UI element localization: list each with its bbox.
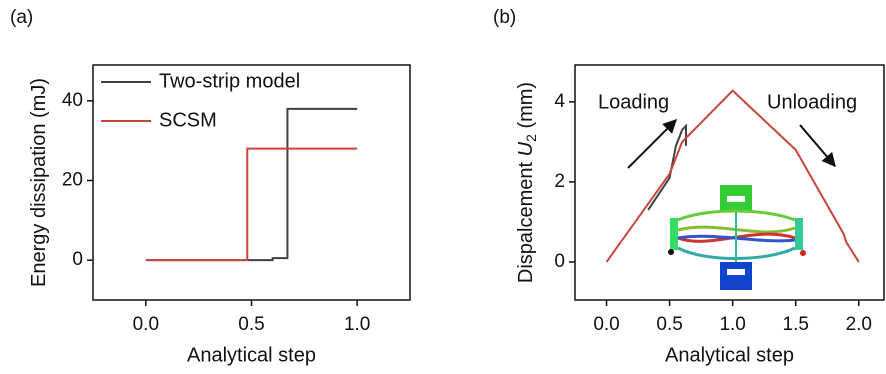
legend-label: SCSM bbox=[159, 109, 217, 131]
y-tick-label: 2 bbox=[554, 171, 565, 192]
data-line bbox=[146, 109, 357, 260]
y-axis-label: Dispalcement U2 (mm) bbox=[515, 82, 542, 283]
x-tick-label: 1.0 bbox=[719, 314, 745, 335]
x-tick-label: 0.0 bbox=[133, 314, 159, 335]
x-tick-label: 1.5 bbox=[783, 314, 809, 335]
y-axis-label: Energy dissipation (mJ) bbox=[28, 78, 50, 287]
annotation: Loading bbox=[598, 91, 669, 113]
inset-diagram bbox=[668, 185, 806, 290]
x-axis-label: Analytical step bbox=[187, 344, 316, 366]
plot-frame bbox=[93, 65, 410, 300]
y-tick-label: 0 bbox=[554, 251, 565, 272]
figure: (a)0.00.51.002040Analytical stepEnergy d… bbox=[0, 0, 886, 374]
y-axis-label-text: Dispalcement bbox=[515, 161, 537, 283]
y-tick-label: 40 bbox=[62, 90, 83, 111]
unloading-arrow bbox=[800, 125, 835, 166]
x-axis-label: Analytical step bbox=[665, 344, 794, 366]
y-tick-label: 4 bbox=[554, 91, 565, 112]
y-tick-label: 20 bbox=[62, 170, 83, 191]
y-axis-label-unit: (mm) bbox=[515, 82, 537, 129]
x-tick-label: 0.5 bbox=[238, 314, 264, 335]
legend-label: Two-strip model bbox=[159, 70, 300, 92]
y-axis-label-text: Energy dissipation (mJ) bbox=[28, 78, 50, 287]
annotation: Unloading bbox=[767, 91, 857, 113]
x-tick-label: 1.0 bbox=[344, 314, 370, 335]
data-line bbox=[146, 149, 357, 261]
y-axis-label-var: U bbox=[515, 141, 537, 156]
x-tick-label: 0.0 bbox=[593, 314, 619, 335]
y-axis-label-sub: 2 bbox=[523, 134, 539, 142]
loading-arrow bbox=[628, 120, 676, 168]
panel-label: (b) bbox=[493, 7, 516, 28]
x-tick-label: 2.0 bbox=[846, 314, 872, 335]
y-tick-label: 0 bbox=[72, 249, 83, 270]
panel-label: (a) bbox=[10, 7, 33, 28]
x-tick-label: 0.5 bbox=[656, 314, 682, 335]
